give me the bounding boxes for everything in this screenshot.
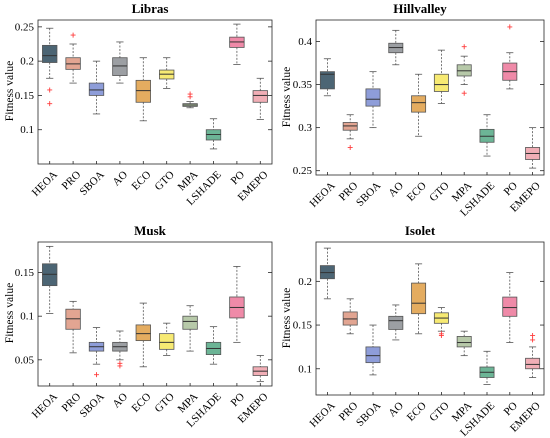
- box: [88, 82, 105, 96]
- x-tick-label: SBOA: [77, 391, 106, 420]
- axes-frame: [315, 241, 545, 396]
- y-tick-label: 0.15: [293, 320, 313, 332]
- box: [42, 44, 58, 63]
- panel-title: Hillvalley: [393, 1, 447, 16]
- y-axis-label: Fitness value: [281, 288, 293, 348]
- outlier-marker: [461, 44, 467, 50]
- y-axis-label: Fitness value: [4, 283, 16, 343]
- y-tick-label: 0.2: [20, 56, 34, 68]
- outlier-marker: [438, 333, 444, 339]
- x-tick-label: ECO: [405, 400, 429, 424]
- outlier-marker: [507, 24, 513, 30]
- y-tick-label: 0.05: [15, 354, 35, 366]
- x-tick-label: SBOA: [354, 180, 383, 209]
- box: [365, 346, 381, 364]
- panel-hillvalley: Hillvalley Fitness value 0.25 0.3 0.35 0.4 H…: [281, 1, 545, 219]
- y-axis-label: Fitness value: [281, 67, 293, 127]
- x-tick-label: SBOA: [77, 169, 106, 198]
- x-tick-label: AO: [386, 400, 406, 420]
- x-tick-label: GTO: [153, 169, 177, 193]
- box: [456, 336, 472, 348]
- outlier-marker: [347, 144, 353, 150]
- panel-title: Libras: [132, 1, 169, 16]
- x-tick-label: AO: [110, 391, 130, 411]
- box: [433, 73, 449, 92]
- outlier-marker: [94, 372, 99, 378]
- outlier-marker: [530, 337, 536, 343]
- x-tick-label: HEOA: [30, 169, 60, 199]
- x-tick-label: ECO: [129, 169, 153, 193]
- panel-title: Musk: [134, 223, 167, 238]
- outlier-marker: [70, 32, 76, 38]
- x-tick-label: HEOA: [308, 400, 338, 430]
- outlier-marker: [187, 91, 193, 97]
- y-tick-label: 0.2: [298, 276, 312, 288]
- outlier-marker: [117, 363, 123, 369]
- outlier-marker: [47, 87, 53, 93]
- box: [182, 315, 198, 330]
- x-tick-label: GTO: [153, 391, 177, 415]
- x-tick-label: HEOA: [30, 391, 60, 421]
- box: [411, 95, 427, 113]
- box: [135, 79, 151, 103]
- axes-frame: [37, 19, 273, 165]
- x-tick-label: PO: [229, 391, 247, 409]
- box: [365, 88, 381, 107]
- y-tick-label: 0.15: [15, 267, 35, 279]
- box: [112, 57, 128, 76]
- x-tick-label: GTO: [427, 400, 451, 424]
- box: [388, 315, 404, 330]
- box: [411, 282, 427, 315]
- axes-frame: [37, 241, 273, 387]
- x-tick-label: AO: [110, 169, 130, 189]
- y-tick-label: 0.1: [20, 311, 34, 323]
- box: [159, 333, 175, 350]
- x-tick-label: ECO: [129, 391, 153, 415]
- y-axis-label: Fitness value: [4, 61, 16, 121]
- panel-libras: Libras Fitness value 0.1 0.15 0.2 0.25 HEOA P…: [4, 1, 273, 208]
- y-tick-label: 0.3: [298, 122, 312, 134]
- outlier-marker: [47, 101, 53, 107]
- y-tick-label: 0.15: [15, 90, 35, 102]
- box: [252, 90, 268, 103]
- x-tick-label: AO: [386, 180, 406, 200]
- box: [502, 296, 518, 317]
- x-tick-label: ECO: [405, 180, 429, 204]
- box: [319, 71, 335, 90]
- y-tick-label: 0.1: [20, 124, 34, 136]
- box: [525, 357, 541, 370]
- outlier-marker: [530, 333, 536, 339]
- outlier-marker: [461, 90, 467, 96]
- y-tick-label: 0.35: [293, 79, 313, 91]
- x-tick-label: GTO: [427, 180, 451, 204]
- axes-frame: [315, 19, 545, 176]
- x-tick-label: SBOA: [354, 400, 383, 429]
- y-tick-label: 0.25: [293, 165, 313, 177]
- panel-title: Isolet: [405, 223, 436, 238]
- y-tick-label: 0.1: [298, 363, 312, 375]
- x-tick-label: HEOA: [308, 180, 338, 210]
- y-tick-label: 0.25: [15, 21, 35, 33]
- x-tick-label: PO: [229, 169, 247, 187]
- box: [135, 324, 151, 342]
- y-tick-label: 0.4: [298, 36, 312, 48]
